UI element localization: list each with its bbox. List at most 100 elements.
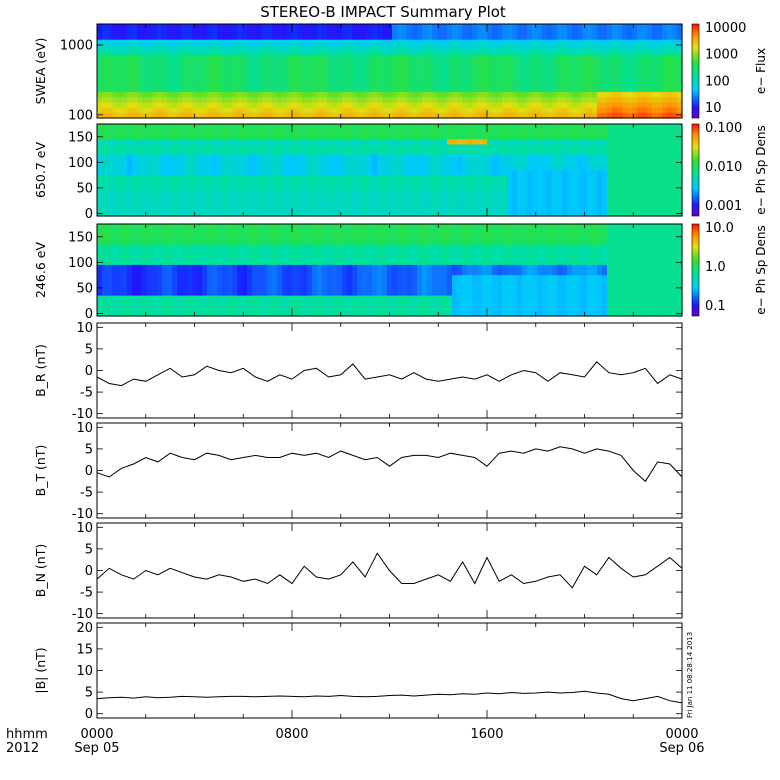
heatmap-cell	[127, 205, 133, 212]
heatmap-cell	[412, 29, 418, 35]
y-tick-label: 150	[68, 130, 93, 145]
heatmap-cell	[142, 65, 148, 72]
heatmap-cell	[582, 86, 588, 93]
heatmap-cell	[562, 44, 568, 51]
heatmap-cell	[302, 129, 308, 135]
heatmap-cell	[97, 60, 103, 67]
heatmap-cell	[262, 164, 268, 171]
heatmap-cell	[167, 300, 173, 307]
heatmap-cell	[227, 239, 233, 245]
heatmap-cell	[402, 81, 408, 88]
heatmap-cell	[562, 175, 568, 181]
heatmap-cell	[502, 124, 508, 130]
heatmap-cell	[307, 65, 313, 72]
colorbar	[691, 123, 700, 217]
heatmap-cell	[542, 190, 548, 197]
heatmap-cell	[557, 159, 563, 166]
heatmap-cell	[477, 91, 483, 98]
heatmap-cell	[182, 44, 188, 51]
heatmap-cell	[192, 139, 198, 145]
heatmap-cell	[532, 205, 538, 212]
heatmap-cell	[647, 44, 653, 51]
heatmap-cell	[612, 164, 618, 171]
heatmap-cell	[562, 185, 568, 191]
heatmap-cell	[202, 170, 208, 176]
heatmap-cell	[312, 102, 318, 109]
heatmap-cell	[137, 290, 143, 297]
heatmap-cell	[437, 65, 443, 72]
heatmap-cell	[127, 285, 133, 291]
heatmap-cell	[102, 50, 108, 56]
heatmap-cell	[502, 71, 508, 77]
heatmap-cell	[332, 86, 338, 93]
heatmap-cell	[372, 175, 378, 181]
heatmap-cell	[322, 164, 328, 171]
heatmap-cell	[227, 234, 233, 240]
heatmap-cell	[482, 34, 488, 41]
heatmap-cell	[517, 144, 523, 151]
heatmap-cell	[247, 112, 253, 119]
heatmap-cell	[382, 129, 388, 135]
heatmap-cells	[97, 224, 683, 317]
heatmap-cell	[177, 234, 183, 240]
heatmap-cell	[132, 224, 138, 230]
heatmap-cell	[557, 76, 563, 82]
heatmap-cell	[332, 112, 338, 119]
heatmap-cell	[322, 200, 328, 207]
heatmap-cell	[592, 24, 598, 30]
heatmap-cell	[482, 29, 488, 35]
heatmap-cell	[447, 170, 453, 176]
heatmap-cell	[637, 29, 643, 35]
heatmap-cell	[267, 244, 273, 251]
heatmap-cell	[412, 39, 418, 46]
heatmap-cell	[257, 164, 263, 171]
heatmap-cell	[132, 200, 138, 207]
heatmap-cell	[262, 107, 268, 114]
heatmap-cell	[182, 65, 188, 72]
heatmap-cell	[312, 60, 318, 67]
heatmap-cell	[332, 180, 338, 186]
heatmap-cell	[407, 24, 413, 30]
heatmap-cell	[607, 60, 613, 67]
heatmap-cell	[242, 180, 248, 186]
heatmap-cell	[402, 86, 408, 93]
heatmap-cell	[127, 164, 133, 171]
heatmap-cell	[162, 195, 168, 202]
heatmap-cell	[647, 60, 653, 67]
heatmap-cell	[177, 39, 183, 46]
heatmap-cell	[147, 224, 153, 230]
heatmap-cell	[597, 149, 603, 156]
heatmap-cell	[242, 170, 248, 176]
heatmap-cell	[162, 102, 168, 109]
heatmap-cell	[352, 102, 358, 109]
heatmap-cell	[237, 24, 243, 30]
heatmap-cell	[202, 149, 208, 156]
heatmap-cell	[312, 81, 318, 88]
heatmap-cell	[207, 139, 213, 145]
heatmap-cell	[342, 34, 348, 41]
heatmap-cell	[557, 175, 563, 181]
heatmap-cell	[582, 175, 588, 181]
heatmap-cell	[372, 86, 378, 93]
heatmap-cell	[267, 124, 273, 130]
heatmap-cell	[437, 164, 443, 171]
heatmap-cell	[352, 180, 358, 186]
heatmap-cell	[187, 270, 193, 276]
heatmap-cell	[452, 60, 458, 67]
heatmap-cell	[487, 39, 493, 46]
heatmap-cell	[282, 39, 288, 46]
heatmap-cell	[187, 285, 193, 291]
heatmap-cell	[492, 164, 498, 171]
heatmap-cell	[342, 159, 348, 166]
heatmap-cell	[177, 134, 183, 140]
heatmap-cell	[312, 154, 318, 161]
heatmap-cell	[167, 200, 173, 207]
heatmap-cell	[197, 239, 203, 245]
heatmap-cell	[107, 124, 113, 130]
heatmap-cell	[572, 55, 578, 62]
heatmap-cell	[512, 34, 518, 41]
heatmap-cell	[267, 86, 273, 93]
heatmap-cell	[177, 244, 183, 251]
heatmap-cell	[677, 175, 683, 181]
heatmap-cell	[492, 50, 498, 56]
